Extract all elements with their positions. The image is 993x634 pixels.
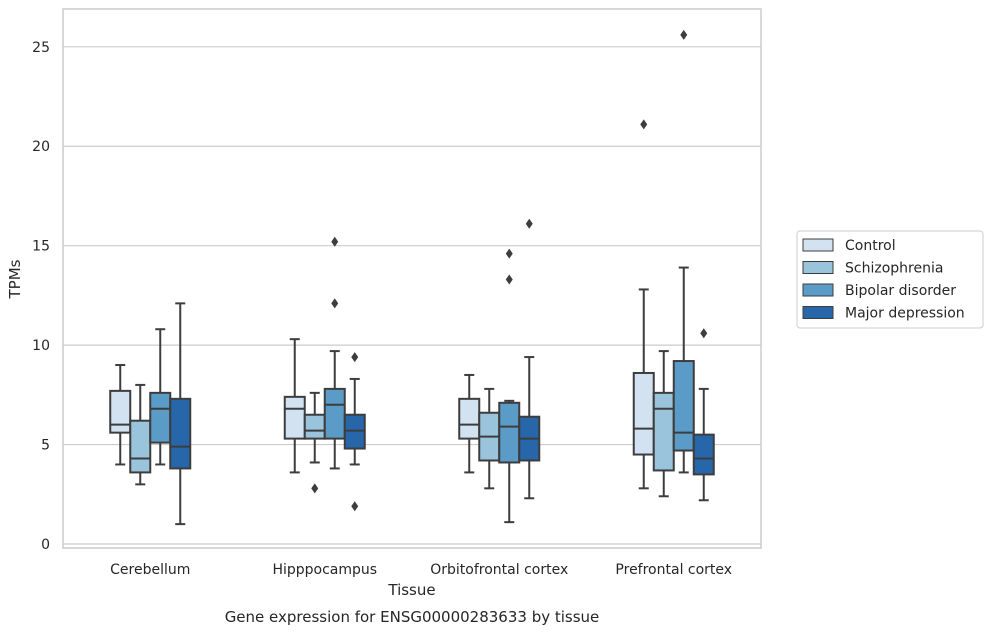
y-tick-label: 10 (32, 338, 50, 354)
outlier-point (351, 501, 359, 512)
box-iqr (283, 395, 306, 440)
box (283, 338, 306, 474)
outlier-point (351, 352, 359, 363)
outlier-point (525, 218, 533, 229)
outlier-point (331, 298, 339, 309)
box-iqr (632, 371, 655, 456)
y-axis-ticks: 0 5 10 15 20 25 (32, 40, 50, 553)
y-tick-label: 15 (32, 239, 50, 255)
box-iqr (458, 397, 481, 440)
box (458, 373, 481, 474)
box-iqr (672, 360, 695, 452)
y-tick-label: 20 (32, 139, 50, 155)
box (652, 350, 675, 498)
box-iqr (129, 419, 152, 474)
y-tick-label: 0 (41, 537, 50, 553)
box (303, 391, 326, 494)
box (343, 352, 366, 512)
box (149, 328, 172, 466)
x-tick-label: Orbitofrontal cortex (430, 562, 568, 578)
outlier-point (700, 328, 708, 339)
figure-caption: Gene expression for ENSG00000283633 by t… (225, 608, 600, 626)
box-iqr (323, 387, 346, 440)
y-axis-label: TPMs (6, 259, 24, 299)
legend-label: Major depression (845, 306, 965, 322)
box (518, 218, 541, 500)
x-tick-label: Hipppocampus (272, 562, 377, 578)
legend-swatch (802, 283, 834, 297)
box-iqr (149, 391, 172, 444)
legend-swatch (802, 238, 834, 252)
outlier-point (640, 119, 648, 130)
box-iqr (692, 433, 715, 476)
x-axis-ticks: Cerebellum Hipppocampus Orbitofrontal cort… (110, 562, 732, 578)
box-iqr (652, 391, 675, 472)
box (478, 387, 501, 490)
legend: Control Schizophrenia Bipolar disorder Majo… (796, 230, 984, 329)
y-tick-label: 25 (32, 40, 50, 56)
x-tick-label: Cerebellum (110, 562, 190, 578)
box (109, 364, 132, 466)
x-axis-label: Tissue (387, 581, 435, 599)
box (498, 248, 521, 524)
box (632, 119, 655, 490)
y-tick-label: 5 (41, 438, 50, 454)
outlier-point (311, 483, 319, 494)
legend-swatch (802, 261, 834, 274)
plot-frame (62, 8, 762, 549)
legend-label: Bipolar disorder (845, 283, 956, 299)
boxplot-area (109, 29, 715, 526)
legend-frame (796, 230, 984, 329)
box-iqr (498, 401, 521, 464)
box-iqr (303, 413, 326, 440)
box (692, 328, 715, 502)
x-tick-label: Prefrontal cortex (615, 562, 732, 578)
box (129, 383, 152, 486)
outlier-point (505, 274, 513, 285)
legend-swatch (802, 306, 834, 319)
outlier-point (680, 29, 688, 40)
box (672, 29, 695, 474)
outlier-point (505, 248, 513, 259)
box-iqr (169, 397, 192, 470)
legend-label: Control (845, 238, 896, 254)
box-iqr (109, 389, 132, 434)
box (323, 236, 346, 470)
legend-label: Schizophrenia (845, 261, 943, 277)
box (169, 302, 192, 526)
outlier-point (331, 236, 339, 247)
